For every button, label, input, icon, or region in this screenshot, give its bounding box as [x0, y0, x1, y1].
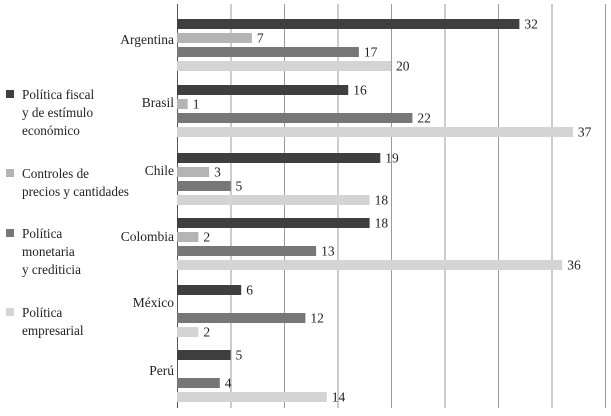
value-label: 32 [524, 17, 538, 32]
category-label: Brasil [142, 95, 174, 110]
legend-swatch-monetaria [6, 229, 14, 237]
value-label: 1 [193, 97, 200, 112]
value-label: 3 [214, 165, 221, 180]
value-label: 13 [321, 244, 335, 259]
bar-monetaria [177, 246, 317, 256]
legend-line: Política [22, 305, 63, 320]
value-label: 12 [310, 311, 324, 326]
bar-controles [177, 232, 199, 242]
category-label: Colombia [121, 229, 174, 244]
category-labels-group: Argentina Brasil Chile Colombia México Perú [120, 32, 174, 378]
legend-line: Política fiscal [22, 87, 95, 102]
legend-line: monetaria [22, 244, 75, 259]
bar-monetaria [177, 113, 413, 123]
bar-empresarial [177, 260, 563, 270]
value-label: 7 [257, 31, 264, 46]
bar-monetaria [177, 181, 231, 191]
value-label: 14 [332, 390, 346, 405]
bar-empresarial [177, 61, 391, 71]
legend-line: Controles de [22, 166, 90, 181]
category-label: Argentina [120, 32, 174, 47]
value-label: 19 [385, 151, 399, 166]
bar-fiscal [177, 153, 381, 163]
legend-line: y de estímulo [22, 105, 94, 120]
grid-lines [177, 4, 606, 408]
bar-monetaria [177, 47, 359, 57]
value-label: 2 [203, 325, 210, 340]
legend-label-monetaria: Política monetaria y crediticia [22, 225, 162, 279]
value-label: 18 [375, 193, 389, 208]
legend-swatch-empresarial [6, 308, 14, 316]
value-label: 17 [364, 45, 378, 60]
legend-line: precios y cantidades [22, 184, 129, 199]
value-label: 6 [246, 283, 253, 298]
category-label: México [133, 295, 174, 310]
category-label: Chile [145, 163, 174, 178]
legend-swatch-fiscal [6, 90, 14, 98]
bar-empresarial [177, 327, 199, 337]
legend-label-controles: Controles de precios y cantidades [22, 165, 162, 201]
legend-swatch-controles [6, 169, 14, 177]
bar-controles [177, 99, 188, 109]
value-label: 18 [375, 216, 389, 231]
value-label: 22 [417, 111, 431, 126]
value-label: 36 [567, 258, 581, 273]
legend-line: Política [22, 226, 63, 241]
value-label: 2 [203, 230, 210, 245]
bar-controles [177, 33, 252, 43]
category-label: Perú [149, 363, 174, 378]
value-label: 5 [236, 179, 243, 194]
bar-fiscal [177, 85, 349, 95]
bar-fiscal [177, 218, 370, 228]
value-label: 5 [236, 348, 243, 363]
value-label: 4 [225, 376, 232, 391]
bar-empresarial [177, 127, 573, 137]
bar-empresarial [177, 195, 370, 205]
legend-line: empresarial [22, 323, 84, 338]
bars-group [177, 19, 573, 402]
bar-monetaria [177, 313, 306, 323]
bar-fiscal [177, 285, 242, 295]
bar-fiscal [177, 350, 231, 360]
legend-label-fiscal: Política fiscal y de estímulo económico [22, 86, 162, 140]
bar-monetaria [177, 378, 220, 388]
bar-empresarial [177, 392, 327, 402]
legend-line: económico [22, 123, 80, 138]
value-label: 20 [396, 59, 410, 74]
bar-controles [177, 167, 210, 177]
bar-fiscal [177, 19, 520, 29]
value-label: 37 [578, 125, 592, 140]
value-label: 16 [353, 83, 367, 98]
legend-line: y crediticia [22, 262, 81, 277]
legend-label-empresarial: Política empresarial [22, 304, 162, 340]
